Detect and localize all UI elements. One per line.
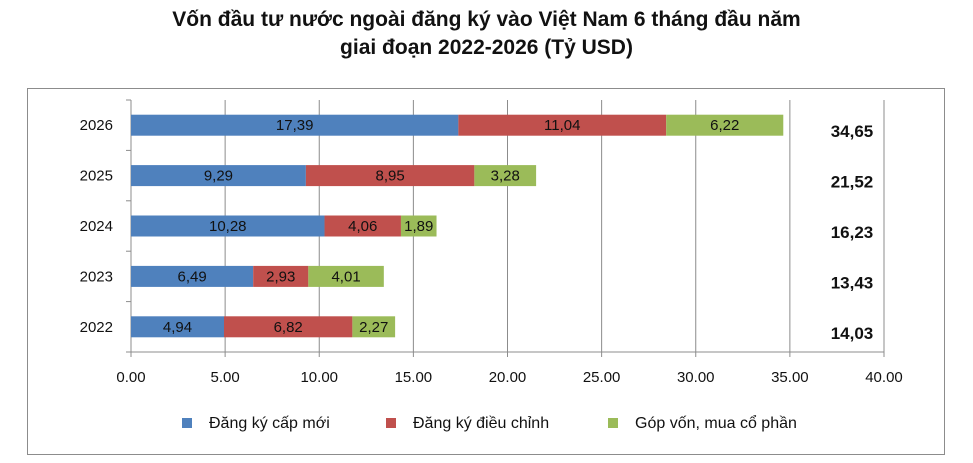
data-label: 4,01 [331, 268, 360, 285]
x-tick-label: 15.00 [395, 369, 433, 386]
legend-swatch [182, 418, 192, 428]
data-label: 1,89 [404, 218, 433, 235]
data-label: 3,28 [491, 168, 520, 185]
data-label: 6,49 [177, 268, 206, 285]
data-label: 9,29 [204, 168, 233, 185]
bar-segment [223, 316, 353, 338]
bar-segment [400, 215, 437, 237]
chart-area [27, 88, 945, 455]
data-label: 10,28 [209, 218, 247, 235]
bar-segment [308, 265, 384, 287]
total-label: 21,52 [831, 173, 874, 192]
legend-label: Đăng ký cấp mới [209, 415, 330, 432]
bar-segment [474, 165, 537, 187]
total-label: 14,03 [831, 324, 874, 343]
x-tick-label: 0.00 [116, 369, 145, 386]
y-tick-label: 2024 [80, 218, 113, 235]
chart-title-line-2: giai đoạn 2022-2026 (Tỷ USD) [340, 36, 633, 59]
data-label: 6,22 [710, 117, 739, 134]
total-label: 13,43 [831, 273, 874, 292]
chart-title-line-1: Vốn đầu tư nước ngoài đăng ký vào Việt N… [172, 8, 801, 31]
data-label: 17,39 [276, 117, 314, 134]
data-label: 11,04 [544, 117, 580, 134]
bar-segment [131, 215, 325, 237]
legend-swatch [608, 418, 618, 428]
y-tick-label: 2023 [80, 268, 113, 285]
bar-segment [131, 316, 224, 338]
y-tick-label: 2025 [80, 168, 113, 185]
x-tick-label: 5.00 [211, 369, 240, 386]
legend-label: Đăng ký điều chỉnh [413, 415, 549, 432]
x-tick-label: 30.00 [677, 369, 715, 386]
y-tick-label: 2022 [80, 319, 113, 336]
x-tick-label: 35.00 [771, 369, 809, 386]
data-label: 2,27 [359, 319, 388, 336]
data-label: 8,95 [376, 168, 405, 185]
data-label: 4,94 [163, 319, 192, 336]
x-tick-label: 40.00 [865, 369, 903, 386]
total-label: 16,23 [831, 223, 874, 242]
data-label: 6,82 [274, 319, 303, 336]
bar-segment [324, 215, 401, 237]
bar-segment [666, 114, 784, 136]
data-label: 2,93 [266, 268, 295, 285]
legend-label: Góp vốn, mua cổ phần [635, 414, 797, 432]
x-tick-label: 25.00 [583, 369, 621, 386]
x-tick-label: 10.00 [300, 369, 338, 386]
chart-title: Vốn đầu tư nước ngoài đăng ký vào Việt N… [0, 6, 973, 62]
bar-segment [131, 165, 306, 187]
bar-segment [352, 316, 396, 338]
bar-segment [305, 165, 475, 187]
bar-segment [131, 114, 459, 136]
total-label: 34,65 [831, 122, 874, 141]
y-tick-label: 2026 [80, 117, 113, 134]
bar-segment [458, 114, 667, 136]
bar-segment [253, 265, 309, 287]
legend-swatch [386, 418, 396, 428]
x-tick-label: 20.00 [489, 369, 527, 386]
bar-segment [131, 265, 254, 287]
data-label: 4,06 [348, 218, 377, 235]
